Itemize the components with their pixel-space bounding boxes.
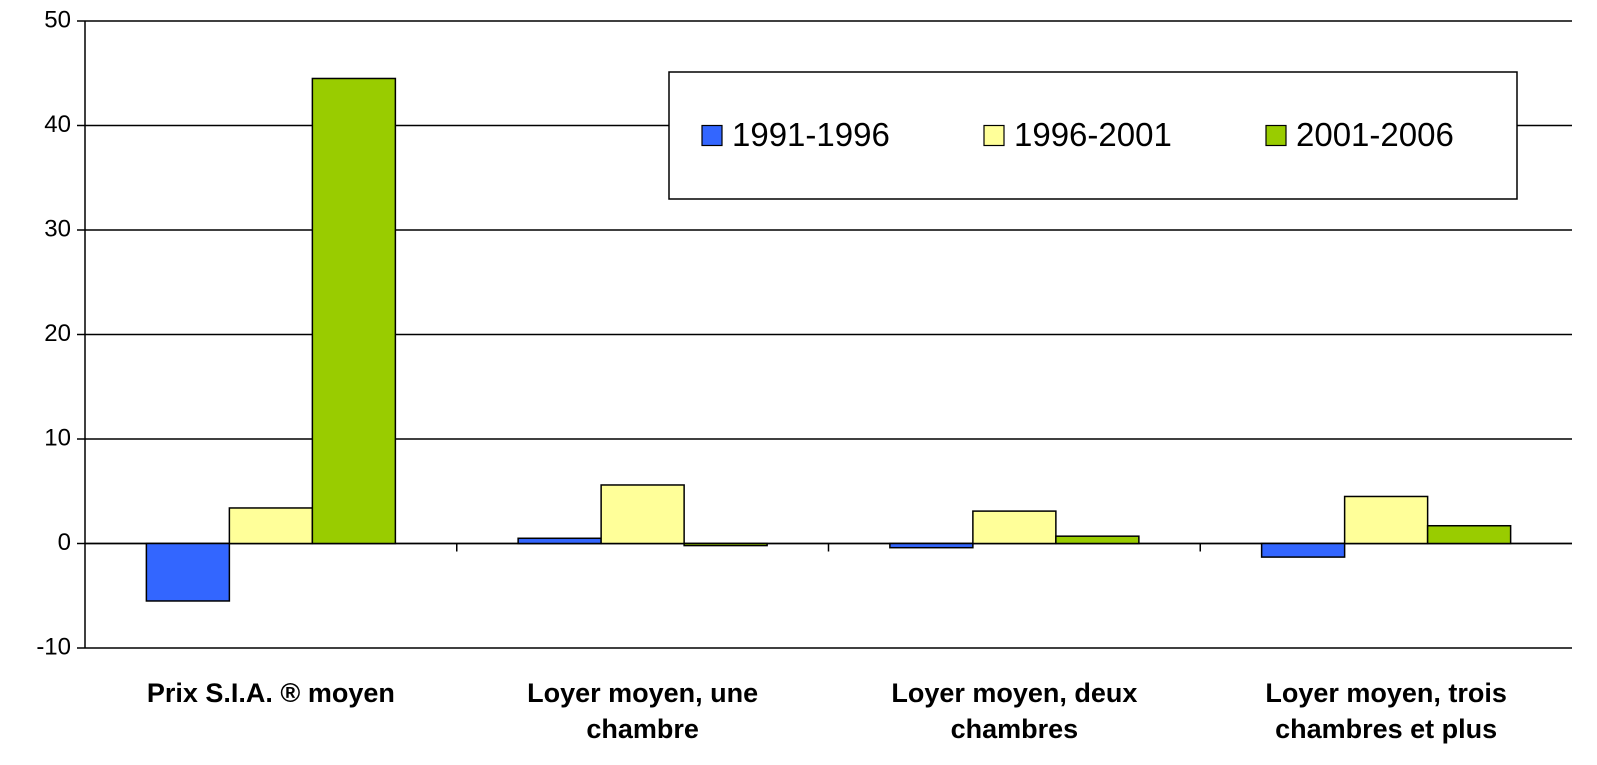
y-tick-label: 10: [44, 424, 71, 451]
x-tick-label: Loyer moyen, une chambre: [527, 678, 759, 744]
bar: [1260, 542, 1346, 558]
bar: [228, 507, 314, 545]
legend-label: 1991-1996: [732, 116, 890, 153]
y-tick-label: 50: [44, 6, 71, 33]
bar: [311, 77, 397, 545]
y-tick-label: -10: [36, 633, 71, 660]
bar: [1055, 535, 1140, 545]
y-tick-label: 40: [44, 111, 71, 138]
legend-swatch: [983, 124, 1005, 147]
bar: [889, 542, 974, 549]
x-tick-label: Loyer moyen, trois chambres et plus: [1265, 678, 1507, 744]
bar: [1426, 524, 1512, 545]
y-tick-label: 0: [58, 529, 71, 556]
x-tick-label: Prix S.I.A. ® moyen: [146, 678, 395, 708]
y-tick-label: 20: [44, 320, 71, 347]
bar: [683, 542, 768, 547]
legend-swatch: [701, 124, 723, 147]
legend-label: 1996-2001: [1014, 116, 1172, 153]
y-tick-label: 30: [44, 215, 71, 242]
bar: [1343, 495, 1429, 545]
x-tick-label: Loyer moyen, deux chambres: [891, 678, 1138, 744]
legend-box: [668, 71, 1518, 200]
bar: [517, 537, 602, 545]
legend-swatch: [1265, 124, 1287, 147]
bar: [972, 510, 1057, 545]
legend-label: 2001-2006: [1296, 116, 1454, 153]
bar: [145, 542, 231, 602]
bar: [600, 484, 685, 545]
